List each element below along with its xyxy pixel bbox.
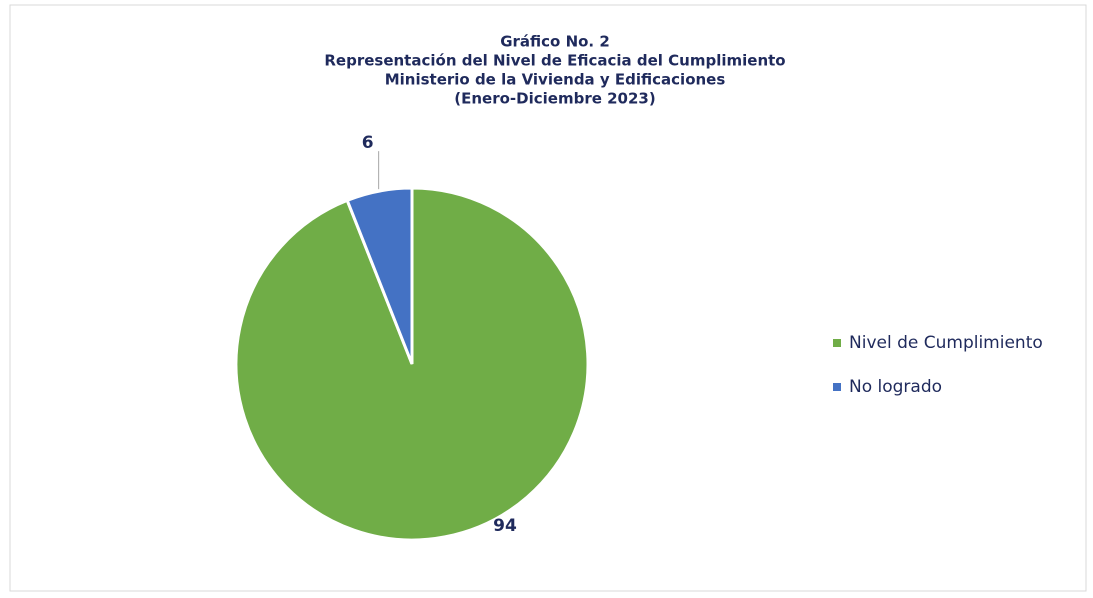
data-label: 6 (362, 133, 374, 153)
legend-swatch (833, 383, 841, 391)
chart-title: Ministerio de la Vivienda y Edificacione… (385, 71, 726, 89)
data-label: 94 (493, 516, 517, 536)
legend-swatch (833, 339, 841, 347)
pie-slice (345, 186, 414, 365)
pie-slice (234, 186, 590, 542)
chart-title: Gráfico No. 2 (500, 33, 610, 51)
chart-title: (Enero-Diciembre 2023) (454, 90, 655, 108)
chart-title: Representación del Nivel de Eficacia del… (324, 52, 785, 70)
legend-label: No logrado (849, 377, 942, 397)
legend-label: Nivel de Cumplimiento (849, 333, 1043, 353)
